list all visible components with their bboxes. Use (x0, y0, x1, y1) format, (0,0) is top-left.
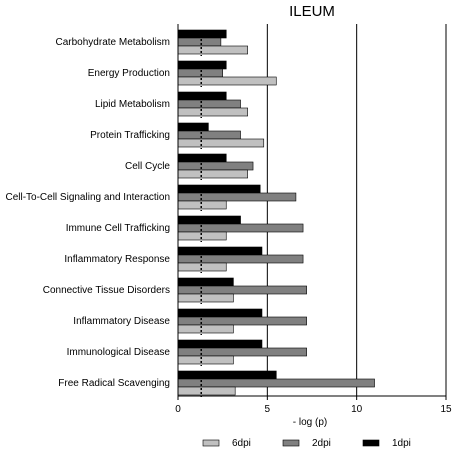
chart-title: ILEUM (289, 3, 335, 20)
legend-label-6dpi: 6dpi (232, 438, 251, 449)
category-label-4: Cell Cycle (125, 161, 170, 172)
category-label-2: Lipid Metabolism (95, 99, 170, 110)
bar-2dpi-5 (177, 192, 297, 202)
legend-label-2dpi: 2dpi (312, 438, 331, 449)
bar-2dpi-6 (177, 223, 304, 233)
bar-1dpi-2 (177, 91, 227, 101)
bar-2dpi-9 (177, 316, 307, 326)
x-tick-labels: 0 5 10 15 (175, 404, 452, 415)
legend-swatch-1dpi (362, 439, 380, 447)
bar-2dpi-8 (177, 285, 307, 295)
x-tick-label-0: 0 (175, 404, 181, 415)
x-tick-label-1: 5 (265, 404, 271, 415)
category-label-5: Cell-To-Cell Signaling and Interaction (5, 192, 170, 203)
category-label-6: Immune Cell Trafficking (66, 223, 170, 234)
category-label-9: Inflammatory Disease (73, 316, 170, 327)
bar-1dpi-5 (177, 184, 261, 194)
bar-6dpi-8 (177, 293, 234, 303)
bar-2dpi-3 (177, 130, 241, 140)
legend-label-1dpi: 1dpi (392, 438, 411, 449)
legend: 6dpi 2dpi 1dpi (202, 438, 411, 449)
bar-2dpi-11 (177, 378, 375, 388)
bar-2dpi-10 (177, 347, 307, 357)
bar-1dpi-7 (177, 246, 263, 256)
category-label-8: Connective Tissue Disorders (43, 285, 170, 296)
bar-6dpi-7 (177, 262, 227, 272)
bar-6dpi-0 (177, 45, 248, 55)
bar-2dpi-2 (177, 99, 241, 109)
bar-1dpi-1 (177, 60, 227, 70)
bar-1dpi-8 (177, 277, 234, 287)
bar-1dpi-4 (177, 153, 227, 163)
bar-6dpi-4 (177, 169, 248, 179)
bar-6dpi-9 (177, 324, 234, 334)
bar-6dpi-5 (177, 200, 227, 210)
bar-1dpi-9 (177, 308, 263, 318)
category-label-0: Carbohydrate Metabolism (56, 37, 171, 48)
bar-6dpi-2 (177, 107, 248, 117)
bars (177, 29, 375, 396)
bar-6dpi-11 (177, 386, 236, 396)
bar-1dpi-11 (177, 370, 277, 380)
category-label-1: Energy Production (88, 68, 170, 79)
category-label-3: Protein Trafficking (90, 130, 170, 141)
bar-2dpi-7 (177, 254, 304, 264)
gridlines (266, 24, 447, 396)
x-tick-label-3: 15 (440, 404, 452, 415)
bar-6dpi-1 (177, 76, 277, 86)
x-axis-label: - log (p) (293, 417, 327, 428)
category-label-11: Free Radical Scavenging (58, 378, 170, 389)
legend-swatch-2dpi (282, 439, 300, 447)
legend-swatch-6dpi (202, 439, 220, 447)
x-tick-label-2: 10 (351, 404, 363, 415)
bar-1dpi-3 (177, 122, 209, 132)
bar-1dpi-0 (177, 29, 227, 39)
bar-2dpi-0 (177, 37, 222, 47)
bar-2dpi-4 (177, 161, 254, 171)
category-labels: Carbohydrate Metabolism Energy Production… (5, 37, 170, 389)
category-label-7: Inflammatory Response (64, 254, 170, 265)
axes (177, 24, 447, 400)
category-label-10: Immunological Disease (67, 347, 171, 358)
bar-2dpi-1 (177, 68, 223, 78)
bar-6dpi-10 (177, 355, 234, 365)
bar-6dpi-3 (177, 138, 265, 148)
bar-6dpi-6 (177, 231, 227, 241)
bar-1dpi-10 (177, 339, 263, 349)
bar-1dpi-6 (177, 215, 241, 225)
